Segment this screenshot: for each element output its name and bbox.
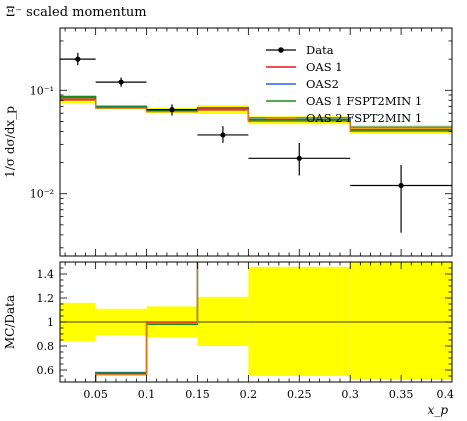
data-point	[398, 182, 404, 189]
legend-label: OAS 1	[306, 60, 343, 74]
main-y-axis-label: 1/σ dσ/dx_p	[3, 106, 17, 178]
series-line-oas-2-fspt2min-1	[60, 99, 452, 133]
legend-label: OAS 1 FSPT2MIN 1	[306, 94, 422, 108]
legend-label: OAS 2 FSPT2MIN 1	[306, 111, 422, 125]
main-mc-series	[60, 95, 452, 133]
main-panel: 10⁻¹ 10⁻² 1/σ dσ/dx_p	[3, 27, 453, 257]
ratio-y-tick-label: 0.6	[37, 364, 55, 377]
x-tick-label: 0.05	[83, 388, 108, 401]
x-tick-label: 0.4	[437, 388, 455, 401]
legend-label: OAS2	[306, 77, 339, 91]
ratio-y-tick-label: 1	[47, 316, 54, 329]
x-tick-label: 0.15	[185, 388, 210, 401]
legend-marker	[278, 47, 284, 53]
ratio-y-axis: 0.6 0.8 1 1.2 1.4	[37, 267, 452, 377]
x-axis: 0.05 0.1 0.15 0.2 0.25 0.3 0.35 0.4	[64, 262, 455, 401]
y-tick-label: 10⁻¹	[30, 84, 54, 97]
x-tick-label: 0.1	[138, 388, 156, 401]
x-tick-label: 0.25	[287, 388, 312, 401]
legend: Data OAS 1 OAS2 OAS 1 FSPT2MIN 1 OAS 2 FSPT2…	[266, 43, 422, 125]
ratio-y-tick-label: 0.8	[37, 340, 55, 353]
data-point	[75, 56, 81, 62]
chart-title: Ξ⁻ scaled momentum	[6, 5, 147, 20]
ratio-y-tick-label: 1.4	[37, 268, 55, 281]
ratio-panel: 0.60.811.21.4 0.05 0.1 0.15 0.2 0.25 0.3 0.35 0…	[3, 261, 455, 401]
ratio-y-axis-label: MC/Data	[3, 295, 17, 349]
x-axis-label: x_p	[428, 403, 449, 417]
data-point	[118, 79, 124, 85]
ratio-uncertainty-band	[60, 262, 452, 380]
main-frame	[59, 27, 453, 257]
ratio-y-tick-label: 1.2	[37, 292, 55, 305]
x-tick-label: 0.3	[341, 388, 359, 401]
x-tick-label: 0.35	[389, 388, 414, 401]
ratio-band-bin	[197, 296, 249, 346]
data-point	[220, 132, 226, 138]
main-y-axis: 10⁻¹ 10⁻²	[30, 27, 452, 249]
ratio-band-bin	[248, 266, 351, 376]
main-x-ticks	[64, 28, 443, 256]
y-tick-label: 10⁻²	[30, 188, 54, 201]
ratio-band-bin	[350, 262, 452, 380]
data-point	[296, 155, 302, 161]
x-tick-label: 0.2	[240, 388, 258, 401]
data-point	[169, 107, 175, 113]
main-data-points	[60, 52, 452, 233]
legend-label: Data	[306, 43, 334, 57]
